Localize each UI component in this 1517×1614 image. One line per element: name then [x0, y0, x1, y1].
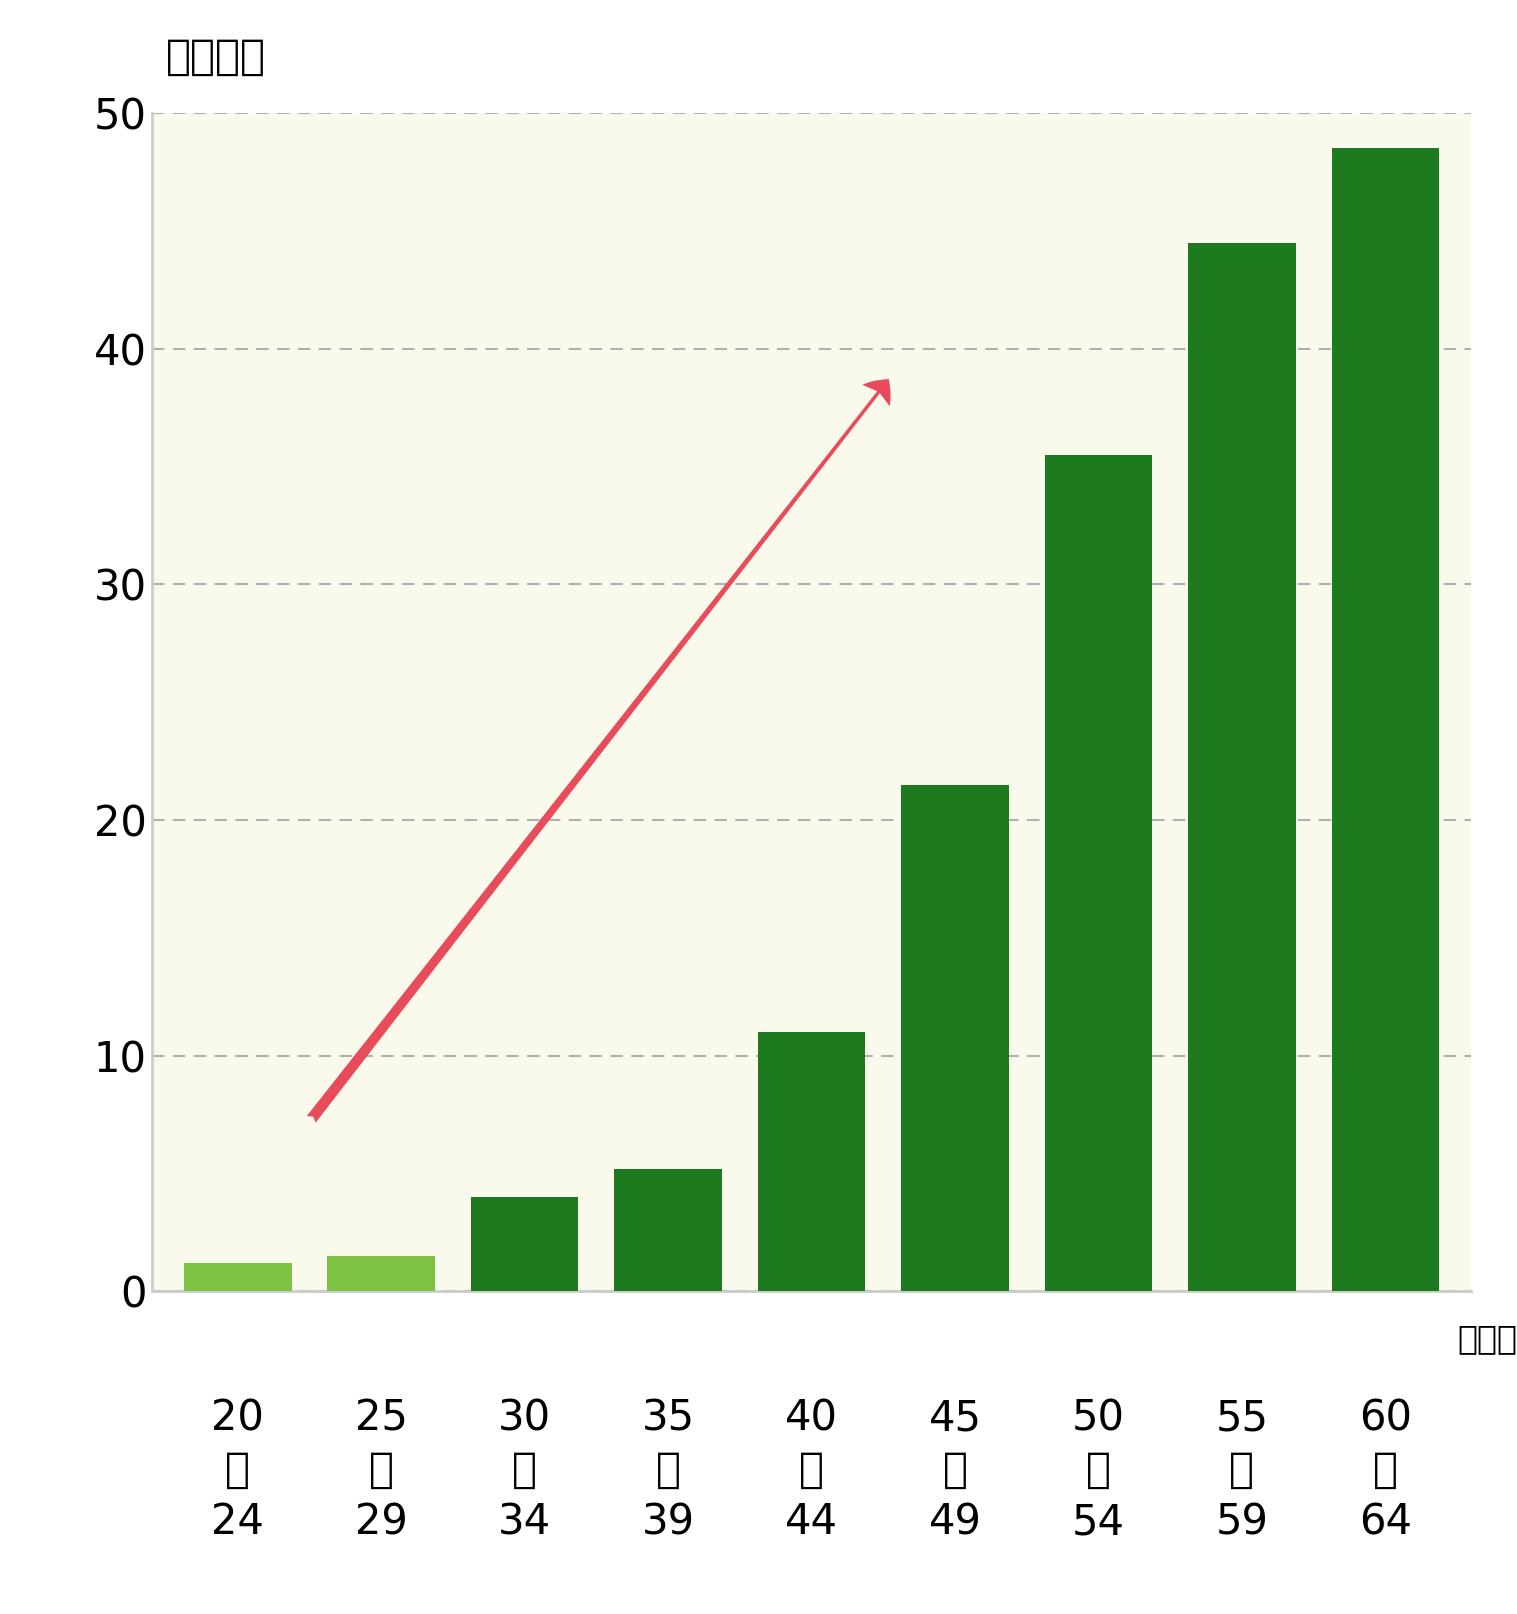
Text: 20
～
24: 20 ～ 24	[211, 1398, 264, 1543]
Bar	[184, 1262, 291, 1291]
Bar	[1188, 242, 1296, 1291]
Text: 45
～
49: 45 ～ 49	[928, 1398, 981, 1543]
Text: （万人）: （万人）	[165, 36, 265, 77]
Bar	[470, 1198, 578, 1291]
Bar	[328, 1256, 435, 1291]
Text: 25
～
29: 25 ～ 29	[355, 1398, 408, 1543]
Text: （歳）: （歳）	[1458, 1322, 1517, 1354]
Text: 50
～
54: 50 ～ 54	[1073, 1398, 1126, 1543]
Bar	[1332, 148, 1440, 1291]
Bar	[901, 784, 1009, 1291]
Text: 60
～
64: 60 ～ 64	[1359, 1398, 1412, 1543]
Text: 30
～
34: 30 ～ 34	[498, 1398, 551, 1543]
Bar	[758, 1031, 865, 1291]
Text: 40
～
44: 40 ～ 44	[786, 1398, 837, 1543]
Text: 55
～
59: 55 ～ 59	[1215, 1398, 1268, 1543]
Bar	[614, 1169, 722, 1291]
Text: 35
～
39: 35 ～ 39	[642, 1398, 695, 1543]
Bar	[1045, 455, 1153, 1291]
